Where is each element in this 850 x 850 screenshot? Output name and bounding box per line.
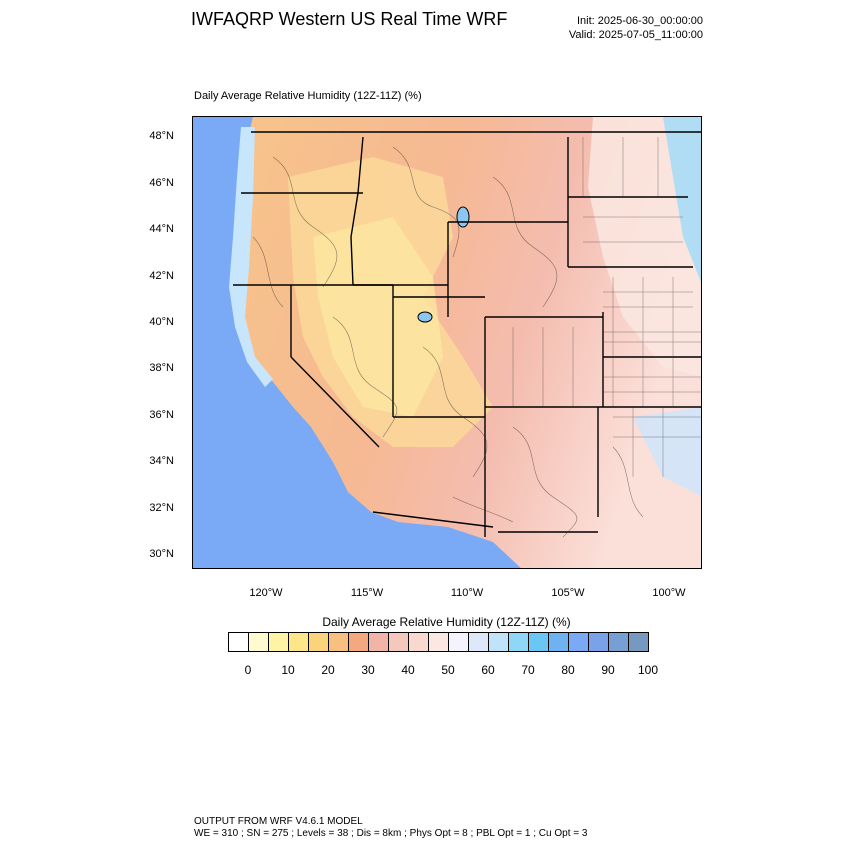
lon-label: 115°W bbox=[350, 587, 384, 599]
map-subtitle: Daily Average Relative Humidity (12Z-11Z… bbox=[194, 90, 422, 102]
colorbar-label: 70 bbox=[521, 663, 535, 677]
lat-label: 38°N bbox=[149, 362, 174, 374]
lat-label: 48°N bbox=[149, 130, 174, 142]
colorbar-title: Daily Average Relative Humidity (12Z-11Z… bbox=[322, 615, 571, 629]
colorbar-swatch bbox=[469, 633, 489, 651]
colorbar-label: 30 bbox=[361, 663, 375, 677]
colorbar-swatch bbox=[569, 633, 589, 651]
init-time: Init: 2025-06-30_00:00:00 bbox=[577, 15, 703, 27]
colorbar-swatch bbox=[409, 633, 429, 651]
valid-time: Valid: 2025-07-05_11:00:00 bbox=[568, 29, 703, 41]
colorbar-swatch bbox=[329, 633, 349, 651]
lat-label: 44°N bbox=[149, 223, 174, 235]
lon-label: 100°W bbox=[652, 587, 686, 599]
init-valid-block: Init: 2025-06-30_00:00:00 Valid: 2025-07… bbox=[569, 14, 703, 42]
colorbar-swatch bbox=[349, 633, 369, 651]
colorbar-swatch bbox=[269, 633, 289, 651]
colorbar-swatch bbox=[609, 633, 629, 651]
lat-label: 40°N bbox=[149, 316, 174, 328]
map-canvas bbox=[193, 117, 701, 568]
colorbar-label: 90 bbox=[601, 663, 615, 677]
colorbar-label: 40 bbox=[401, 663, 415, 677]
footer-config-line: WE = 310 ; SN = 275 ; Levels = 38 ; Dis … bbox=[194, 828, 588, 839]
colorbar-label: 80 bbox=[561, 663, 575, 677]
humid-southeast-region bbox=[633, 407, 701, 496]
colorbar-label: 20 bbox=[321, 663, 335, 677]
lat-label: 36°N bbox=[149, 409, 174, 421]
colorbar-swatch bbox=[369, 633, 389, 651]
humid-northeast-region bbox=[663, 117, 701, 282]
colorbar-swatch bbox=[529, 633, 549, 651]
main-title: IWFAQRP Western US Real Time WRF bbox=[191, 9, 508, 29]
footer-model-line: OUTPUT FROM WRF V4.6.1 MODEL bbox=[194, 816, 363, 827]
lat-label: 34°N bbox=[149, 455, 174, 467]
colorbar-swatch bbox=[309, 633, 329, 651]
colorbar-swatch bbox=[509, 633, 529, 651]
colorbar-swatch bbox=[389, 633, 409, 651]
lat-label: 32°N bbox=[149, 502, 174, 514]
lake bbox=[417, 311, 433, 323]
colorbar-label: 50 bbox=[441, 663, 455, 677]
model-footer: OUTPUT FROM WRF V4.6.1 MODEL WE = 310 ; … bbox=[194, 816, 587, 840]
colorbar-label: 0 bbox=[244, 663, 252, 677]
colorbar bbox=[228, 632, 649, 652]
colorbar-swatch bbox=[589, 633, 609, 651]
colorbar-swatch bbox=[629, 633, 648, 651]
colorbar-swatch bbox=[249, 633, 269, 651]
colorbar-swatch bbox=[229, 633, 249, 651]
colorbar-swatch bbox=[489, 633, 509, 651]
colorbar-label: 60 bbox=[481, 663, 495, 677]
coastal-strip bbox=[229, 127, 273, 387]
lat-label: 42°N bbox=[149, 270, 174, 282]
colorbar-label: 100 bbox=[637, 663, 659, 677]
lat-label: 30°N bbox=[149, 548, 174, 560]
lon-label: 120°W bbox=[249, 587, 283, 599]
colorbar-swatch bbox=[549, 633, 569, 651]
lon-label: 110°W bbox=[450, 587, 484, 599]
humidity-map bbox=[192, 116, 702, 569]
colorbar-swatch bbox=[449, 633, 469, 651]
colorbar-swatch bbox=[289, 633, 309, 651]
driest-region bbox=[313, 217, 443, 417]
lat-label: 46°N bbox=[149, 177, 174, 189]
colorbar-label: 10 bbox=[281, 663, 295, 677]
contour-lines bbox=[252, 146, 644, 538]
lon-label: 105°W bbox=[551, 587, 585, 599]
lake bbox=[456, 206, 470, 228]
state-boundaries bbox=[233, 131, 701, 537]
county-lines bbox=[512, 137, 701, 477]
colorbar-swatch bbox=[429, 633, 449, 651]
